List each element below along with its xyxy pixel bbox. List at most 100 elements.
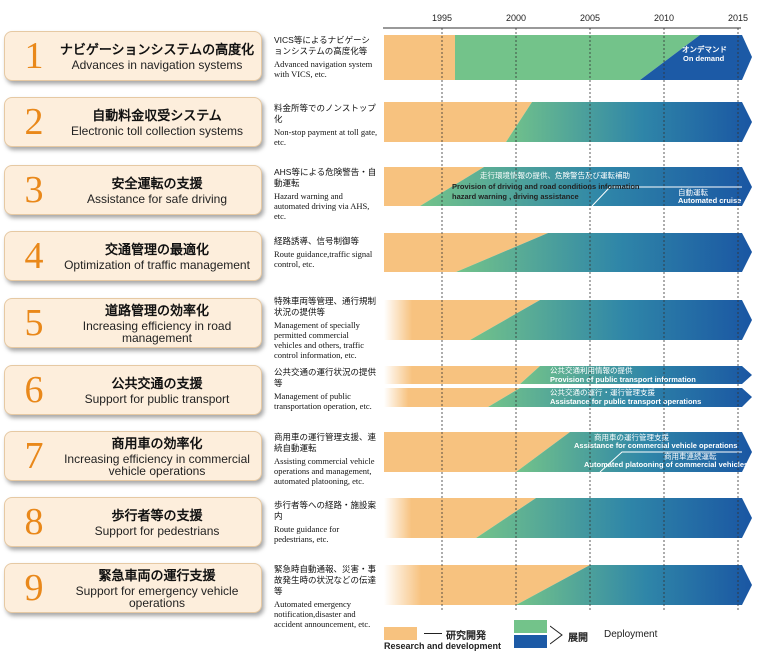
row-number: 6	[24, 369, 44, 411]
row-number: 3	[24, 169, 44, 211]
bar-row-6: 公共交通利用情報の提供 Provision of public transpor…	[384, 365, 752, 407]
row-label-box: 1 ナビゲーションシステムの高度化 Advances in navigation…	[4, 31, 262, 81]
row-number: 7	[24, 435, 44, 477]
row-description: 緊急時自動通報、災害・事故発生時の状況などの伝達等 Automated emer…	[274, 564, 378, 629]
bar-row-4	[384, 233, 752, 272]
row-label-box: 3 安全運転の支援 Assistance for safe driving	[4, 165, 262, 215]
desc-en: Hazard warning and automated driving via…	[274, 191, 370, 221]
row-titles: ナビゲーションシステムの高度化 Advances in navigation s…	[59, 32, 255, 80]
research-segment	[384, 388, 520, 407]
row-number: 2	[24, 101, 44, 143]
legend-research-en: Research and development	[384, 641, 502, 651]
year-label: 1995	[432, 13, 452, 23]
deployment-segment-blue	[640, 35, 752, 80]
bar-label-ja: 自動運転	[678, 187, 708, 197]
desc-ja: 緊急時自動通報、災害・事故発生時の状況などの伝達等	[274, 564, 377, 596]
deployment-segment	[470, 300, 752, 340]
research-segment	[384, 167, 484, 206]
bar-label-ja: 公共交通の運行・運行管理支援	[550, 387, 655, 397]
bar-row-1: オンデマンド On demand	[384, 35, 752, 80]
row-label-box: 2 自動料金収受システム Electronic toll collection …	[4, 97, 262, 147]
year-label: 2015	[728, 13, 748, 23]
bar-label-en: Automated platooning of commercial vehic…	[584, 460, 748, 469]
bar-label-ja: 走行環境情報の提供、危険警告及び運転補助	[480, 170, 630, 180]
research-segment	[384, 366, 540, 384]
row-title-ja: 緊急車両の運行支援	[98, 567, 216, 583]
desc-ja: VICS等によるナビゲーションシステムの高度化等	[274, 35, 370, 56]
legend-deploy-green-swatch	[514, 620, 547, 633]
bar-row-2	[384, 102, 752, 142]
bar-label-en: Assistance for public transport operatio…	[550, 397, 701, 406]
desc-en: Non-stop payment at toll gate, etc.	[274, 127, 378, 147]
row-title-ja: 安全運転の支援	[111, 175, 203, 191]
deployment-segment	[456, 233, 752, 272]
row-title-ja: 道路管理の効率化	[104, 302, 209, 318]
bar-label-en: Provision of public transport informatio…	[550, 375, 696, 384]
bar-label-ja: オンデマンド	[682, 44, 727, 54]
row-titles: 公共交通の支援 Support for public transport	[59, 366, 255, 414]
row-label-box: 4 交通管理の最適化 Optimization of traffic manag…	[4, 231, 262, 281]
row-title-en: Support for public transport	[84, 391, 230, 406]
legend-bracket	[550, 625, 563, 645]
deployment-segment	[506, 102, 752, 142]
desc-ja: 商用車の運行管理支援、連続自動運転	[274, 432, 377, 453]
row-title-ja: ナビゲーションシステムの高度化	[59, 41, 255, 57]
row-title-ja: 商用車の効率化	[111, 435, 203, 451]
row-titles: 交通管理の最適化 Optimization of traffic managem…	[59, 232, 255, 280]
research-segment	[384, 35, 455, 80]
legend-research-line	[424, 633, 442, 634]
year-label: 2005	[580, 13, 600, 23]
row-description: 特殊車両等管理、通行規制状況の提供等 Management of special…	[274, 296, 378, 360]
legend-deploy-ja: 展開	[568, 633, 588, 644]
year-axis: 1995 2000 2005 2010 2015	[432, 13, 748, 23]
row-number: 8	[24, 501, 44, 543]
legend-deploy-blue-swatch	[514, 635, 547, 648]
bar-row-3: 走行環境情報の提供、危険警告及び運転補助 Provision of drivin…	[384, 167, 752, 207]
bar-label-en: Assistance for commercial vehicle operat…	[574, 441, 737, 450]
row-title-en: Optimization of traffic management	[64, 257, 250, 272]
row-title-en: Advances in navigation systems	[71, 57, 243, 72]
research-segment	[384, 233, 548, 272]
bar-label-ja: 公共交通利用情報の提供	[550, 365, 633, 375]
research-segment	[384, 432, 570, 472]
legend-research-swatch	[384, 627, 417, 640]
bar-label-en: Automated cruise	[678, 196, 741, 205]
desc-ja: 経路誘導、信号制御等	[274, 236, 360, 246]
row-label-box: 6 公共交通の支援 Support for public transport	[4, 365, 262, 415]
row-title-en: Support for emergency vehicle operations	[75, 583, 239, 610]
research-segment	[384, 498, 536, 538]
research-segment	[384, 565, 590, 605]
row-label-box: 9 緊急車両の運行支援 Support for emergency vehicl…	[4, 563, 262, 613]
bar-row-9	[384, 565, 752, 605]
bar-label-en: Provision of driving and road conditions…	[452, 182, 640, 191]
platooning-line	[599, 451, 742, 473]
desc-en: Automated emergency notification,disaste…	[274, 599, 371, 629]
row-title-en: Electronic toll collection systems	[70, 123, 244, 138]
bar-row-7: 商用車の運行管理支援 Assistance for commercial veh…	[384, 432, 752, 473]
desc-en: Route guidance for pedestrians, etc.	[274, 524, 340, 544]
row-title-en: Increasing efficiency in commercial vehi…	[64, 451, 250, 478]
deployment-segment	[420, 167, 752, 206]
row-title-ja: 歩行者等の支援	[111, 507, 203, 523]
desc-en: Advanced navigation system with VICS, et…	[274, 59, 373, 79]
row-title-en: Increasing efficiency in road management	[82, 318, 232, 345]
row-description: 料金所等でのノンストップ化 Non-stop payment at toll g…	[274, 103, 378, 147]
bar-label-en: hazard warning , driving assistance	[452, 192, 579, 201]
bar-row-8	[384, 498, 752, 538]
research-segment	[384, 300, 540, 340]
row-titles: 緊急車両の運行支援 Support for emergency vehicle …	[59, 564, 255, 612]
year-label: 2000	[506, 13, 526, 23]
row-description: 経路誘導、信号制御等 Route guidance,traffic signal…	[274, 236, 378, 269]
desc-en: Assisting commercial vehicle operations …	[274, 456, 375, 486]
automated-cruise-line	[591, 186, 742, 207]
row-title-ja: 自動料金収受システム	[92, 107, 222, 123]
desc-en: Route guidance,traffic signal control, e…	[274, 249, 373, 269]
row-title-en: Support for pedestrians	[94, 523, 220, 538]
row-description: AHS等による危険警告・自動運転 Hazard warning and auto…	[274, 167, 378, 221]
row-title-en: Assistance for safe driving	[86, 191, 228, 206]
bar-label-en: On demand	[683, 54, 725, 63]
row-titles: 安全運転の支援 Assistance for safe driving	[59, 166, 255, 214]
row-titles: 商用車の効率化 Increasing efficiency in commerc…	[59, 432, 255, 480]
desc-ja: 料金所等でのノンストップ化	[274, 103, 376, 124]
